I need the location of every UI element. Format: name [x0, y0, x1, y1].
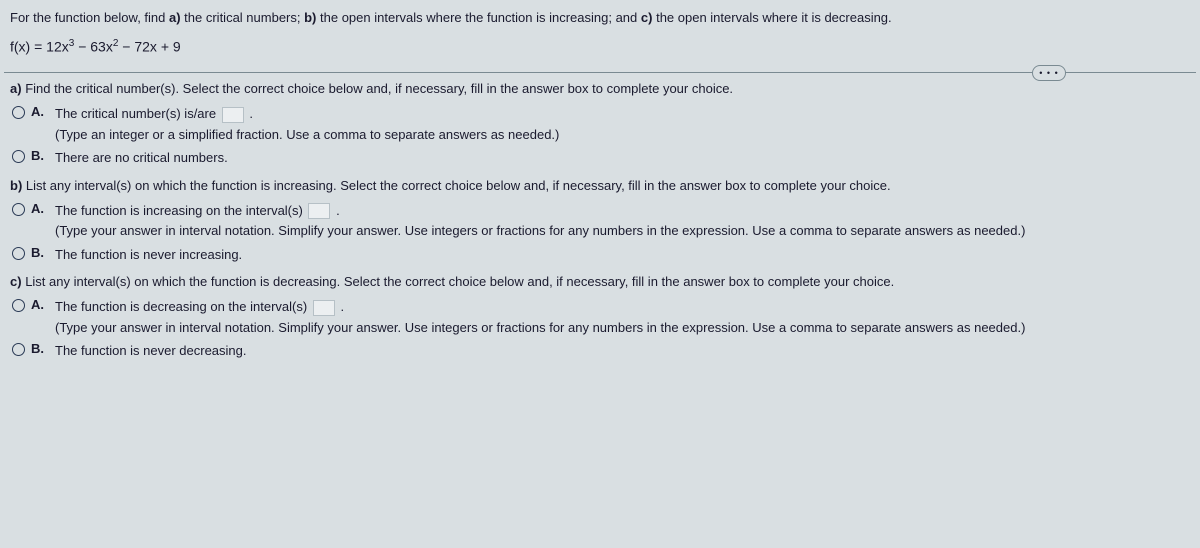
- opt-c-a-hint: (Type your answer in interval notation. …: [55, 318, 1190, 338]
- label-a: a): [169, 10, 181, 25]
- opt-c-a-text: The function is decreasing on the interv…: [55, 299, 311, 314]
- fn-lhs: f(x) = 12x: [10, 38, 69, 54]
- part-a-heading: a) Find the critical number(s). Select t…: [10, 81, 1190, 96]
- part-b: b) List any interval(s) on which the fun…: [10, 178, 1190, 265]
- label-c: c): [641, 10, 653, 25]
- radio-b-b[interactable]: [12, 247, 25, 260]
- answer-input-b[interactable]: [308, 203, 330, 219]
- text-a: the critical numbers;: [184, 10, 304, 25]
- opt-a-a-hint: (Type an integer or a simplified fractio…: [55, 125, 1190, 145]
- part-a-label: a): [10, 81, 22, 96]
- opt-label-b-b: B.: [31, 245, 49, 260]
- radio-a-a[interactable]: [12, 106, 25, 119]
- part-b-option-b: B. The function is never increasing.: [12, 245, 1190, 265]
- opt-body-c-a: The function is decreasing on the interv…: [55, 297, 1190, 337]
- opt-body-b-b: The function is never increasing.: [55, 245, 1190, 265]
- radio-a-b[interactable]: [12, 150, 25, 163]
- opt-label-a-b: B.: [31, 148, 49, 163]
- question-header: For the function below, find a) the crit…: [0, 0, 1200, 72]
- answer-input-a[interactable]: [222, 107, 244, 123]
- part-c-option-b: B. The function is never decreasing.: [12, 341, 1190, 361]
- part-c-label: c): [10, 274, 22, 289]
- opt-a-a-post: .: [249, 106, 253, 121]
- text-b: the open intervals where the function is…: [320, 10, 641, 25]
- radio-c-a[interactable]: [12, 299, 25, 312]
- opt-label-c-a: A.: [31, 297, 49, 312]
- part-a-option-a: A. The critical number(s) is/are . (Type…: [12, 104, 1190, 144]
- part-b-option-a: A. The function is increasing on the int…: [12, 201, 1190, 241]
- part-c-heading: c) List any interval(s) on which the fun…: [10, 274, 1190, 289]
- opt-body-a-a: The critical number(s) is/are . (Type an…: [55, 104, 1190, 144]
- opt-b-a-text: The function is increasing on the interv…: [55, 203, 306, 218]
- part-a-text: Find the critical number(s). Select the …: [25, 81, 733, 96]
- radio-b-a[interactable]: [12, 203, 25, 216]
- opt-b-a-hint: (Type your answer in interval notation. …: [55, 221, 1190, 241]
- opt-body-c-b: The function is never decreasing.: [55, 341, 1190, 361]
- opt-label-c-b: B.: [31, 341, 49, 356]
- part-c-option-a: A. The function is decreasing on the int…: [12, 297, 1190, 337]
- opt-label-a-a: A.: [31, 104, 49, 119]
- part-b-text: List any interval(s) on which the functi…: [26, 178, 891, 193]
- question-body: a) Find the critical number(s). Select t…: [0, 73, 1200, 381]
- part-c-text: List any interval(s) on which the functi…: [25, 274, 894, 289]
- prompt-pre: For the function below, find: [10, 10, 169, 25]
- prompt-text: For the function below, find a) the crit…: [10, 8, 1190, 28]
- label-b: b): [304, 10, 316, 25]
- opt-body-a-b: There are no critical numbers.: [55, 148, 1190, 168]
- opt-label-b-a: A.: [31, 201, 49, 216]
- part-a-option-b: B. There are no critical numbers.: [12, 148, 1190, 168]
- opt-c-a-post: .: [340, 299, 344, 314]
- part-c: c) List any interval(s) on which the fun…: [10, 274, 1190, 361]
- opt-a-a-text: The critical number(s) is/are: [55, 106, 220, 121]
- opt-b-a-post: .: [336, 203, 340, 218]
- opt-body-b-a: The function is increasing on the interv…: [55, 201, 1190, 241]
- more-button[interactable]: • • •: [1032, 65, 1066, 81]
- radio-c-b[interactable]: [12, 343, 25, 356]
- answer-input-c[interactable]: [313, 300, 335, 316]
- fn-tail: − 72x + 9: [118, 38, 180, 54]
- text-c: the open intervals where it is decreasin…: [656, 10, 892, 25]
- part-b-heading: b) List any interval(s) on which the fun…: [10, 178, 1190, 193]
- ellipsis-icon: • • •: [1039, 68, 1058, 78]
- part-a: a) Find the critical number(s). Select t…: [10, 81, 1190, 168]
- function-expression: f(x) = 12x3 − 63x2 − 72x + 9: [10, 38, 1190, 55]
- fn-mid1: − 63x: [74, 38, 113, 54]
- divider: • • •: [4, 72, 1196, 73]
- part-b-label: b): [10, 178, 22, 193]
